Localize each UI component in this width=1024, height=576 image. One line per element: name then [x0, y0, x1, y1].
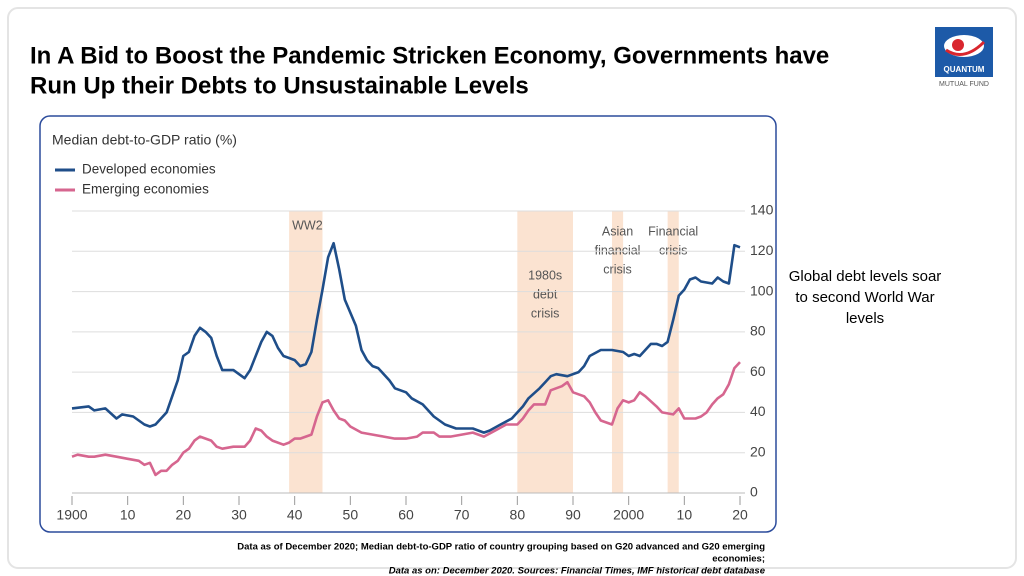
logo: QUANTUM MUTUAL FUND — [935, 27, 993, 88]
y-tick-label: 80 — [750, 323, 766, 339]
footnote: Data as on: December 2020. Sources: Fina… — [389, 566, 766, 576]
y-tick-label: 60 — [750, 363, 766, 379]
footnote: Data as of December 2020; Median debt-to… — [237, 542, 765, 553]
band-label: WW2 — [292, 218, 323, 232]
y-tick-label: 100 — [750, 282, 774, 298]
y-tick-label: 0 — [750, 484, 758, 500]
band-label: debt — [533, 287, 558, 301]
legend-label: Emerging economies — [82, 182, 209, 197]
chart-title: Median debt-to-GDP ratio (%) — [52, 132, 237, 148]
y-tick-label: 140 — [750, 202, 774, 218]
band-label: crisis — [659, 243, 687, 257]
x-tick-label: 30 — [231, 507, 247, 523]
x-tick-label: 20 — [176, 507, 192, 523]
x-tick-label: 50 — [343, 507, 359, 523]
series-line — [71, 361, 741, 477]
x-tick-label: 90 — [565, 507, 581, 523]
x-tick-label: 40 — [287, 507, 303, 523]
slide-title-line: In A Bid to Boost the Pandemic Stricken … — [30, 42, 829, 69]
side-note: Global debt levels soar — [789, 268, 942, 285]
x-tick-label: 70 — [454, 507, 470, 523]
band-label: Asian — [602, 224, 633, 238]
x-tick-label: 80 — [510, 507, 526, 523]
legend-label: Developed economies — [82, 162, 216, 177]
band-label: financial — [595, 243, 641, 257]
logo-dot — [952, 39, 964, 51]
band-label: crisis — [603, 262, 631, 276]
band-label: Financial — [648, 224, 698, 238]
x-tick-label: 60 — [398, 507, 414, 523]
x-tick-label: 10 — [120, 507, 136, 523]
x-tick-label: 2000 — [613, 507, 644, 523]
side-note: levels — [846, 310, 884, 327]
plot: WW2 1980s debt crisis Asian financial crisis Fi… — [55, 162, 774, 523]
x-tick-label: 10 — [677, 507, 693, 523]
logo-arc — [945, 40, 986, 56]
series-line — [71, 241, 741, 434]
side-note: to second World War — [795, 289, 934, 306]
logo-subtext: MUTUAL FUND — [939, 81, 989, 88]
slide-title-line: Run Up their Debts to Unsustainable Leve… — [30, 72, 529, 99]
y-tick-label: 40 — [750, 403, 766, 419]
event-band — [289, 211, 323, 493]
event-band — [517, 211, 573, 493]
x-tick-label: 1900 — [56, 507, 87, 523]
footnote: economies; — [712, 554, 765, 565]
y-tick-label: 20 — [750, 443, 766, 459]
band-label: crisis — [531, 306, 559, 320]
x-tick-label: 20 — [732, 507, 748, 523]
event-band — [667, 211, 679, 493]
y-tick-label: 120 — [750, 242, 774, 258]
chart-frame — [39, 115, 777, 533]
band-label: 1980s — [528, 268, 562, 282]
logo-text: QUANTUM — [944, 65, 985, 74]
